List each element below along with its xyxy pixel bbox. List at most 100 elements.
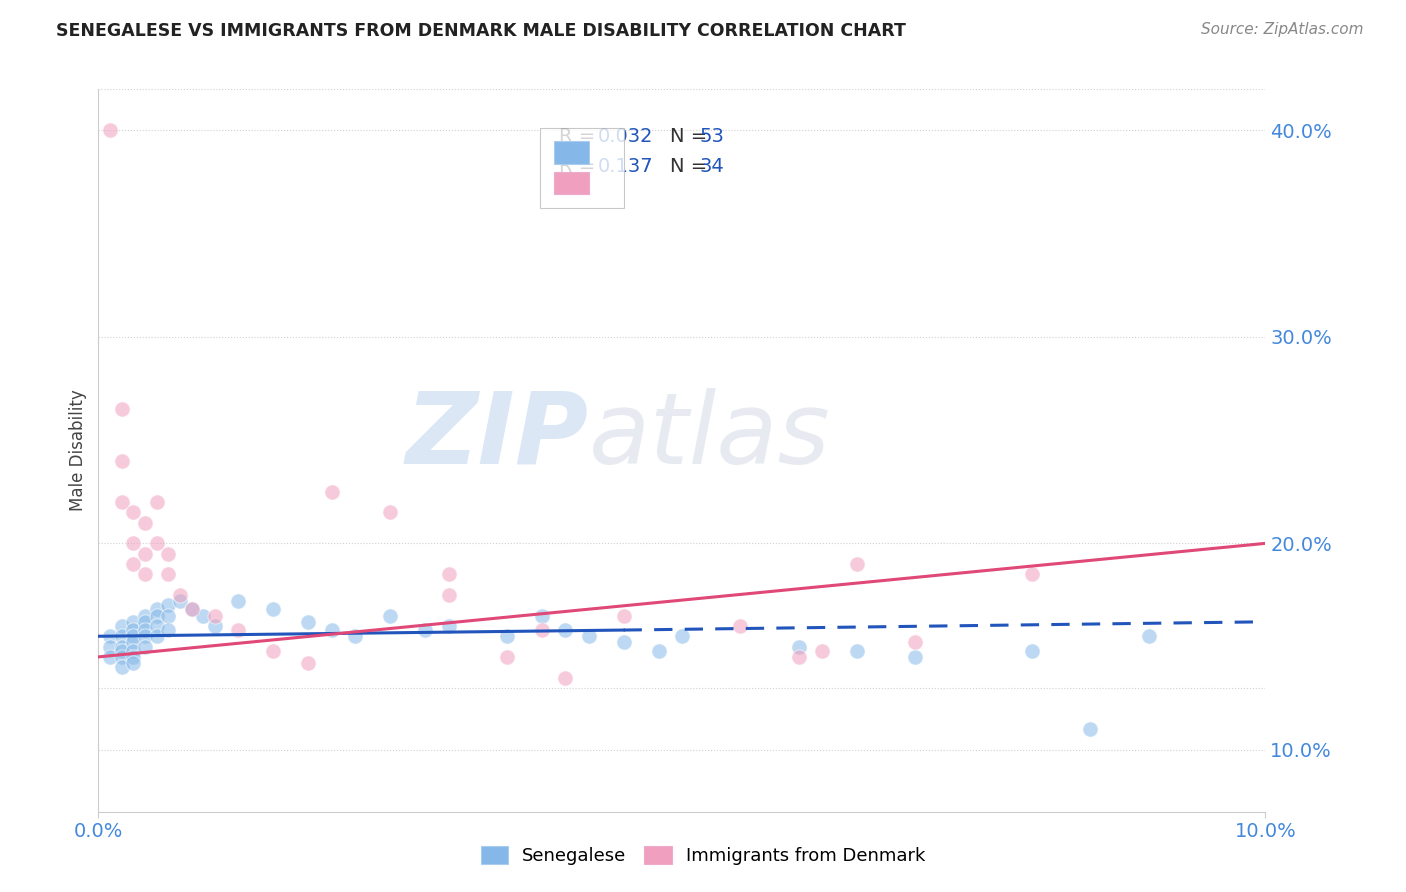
Point [344,629,367,643]
Point [297,656,319,670]
Point [98,123,121,137]
Point [1021,567,1043,582]
Point [157,608,180,623]
Point [122,615,145,629]
Point [146,536,169,550]
Point [578,629,600,643]
Point [647,643,669,657]
Point [496,629,519,643]
Point [134,608,156,623]
Point [134,640,156,654]
Legend: Senegalese, Immigrants from Denmark: Senegalese, Immigrants from Denmark [471,837,935,874]
Point [1137,629,1160,643]
Text: Source: ZipAtlas.com: Source: ZipAtlas.com [1201,22,1364,37]
Point [180,602,202,616]
Point [904,649,927,664]
Point [204,608,226,623]
Point [204,619,226,633]
Point [157,599,180,613]
Point [169,594,191,608]
Point [146,619,169,633]
Point [846,643,869,657]
Point [437,619,460,633]
Text: 34: 34 [699,157,724,176]
Point [496,649,519,664]
Point [146,495,169,509]
Point [262,602,284,616]
Point [98,649,121,664]
Point [321,623,343,637]
Point [193,608,215,623]
Point [612,635,634,649]
Point [98,640,121,654]
Point [122,505,145,519]
Legend:   ,   : , [540,128,624,208]
Point [169,588,191,602]
Point [671,629,693,643]
Point [111,629,134,643]
Point [228,623,250,637]
Point [111,495,134,509]
Text: SENEGALESE VS IMMIGRANTS FROM DENMARK MALE DISABILITY CORRELATION CHART: SENEGALESE VS IMMIGRANTS FROM DENMARK MA… [56,22,905,40]
Text: R =: R = [560,127,602,145]
Point [134,516,156,530]
Text: 0.032: 0.032 [598,127,654,145]
Point [730,619,752,633]
Point [228,594,250,608]
Point [1080,722,1102,736]
Point [297,615,319,629]
Text: 0.137: 0.137 [598,157,654,176]
Point [321,484,343,499]
Point [413,623,436,637]
Point [146,608,169,623]
Point [111,619,134,633]
Point [437,588,460,602]
Text: ZIP: ZIP [405,387,589,484]
Point [554,623,576,637]
Point [157,547,180,561]
Point [111,660,134,674]
Point [904,635,927,649]
Text: N =: N = [671,157,714,176]
Point [98,629,121,643]
Point [146,629,169,643]
Point [122,536,145,550]
Point [530,623,553,637]
Point [111,402,134,417]
Point [111,454,134,468]
Point [134,567,156,582]
Point [157,567,180,582]
Text: atlas: atlas [589,387,830,484]
Point [787,640,810,654]
Point [122,643,145,657]
Point [180,602,202,616]
Point [787,649,810,664]
Point [122,649,145,664]
Point [811,643,834,657]
Point [380,608,402,623]
Point [134,615,156,629]
Point [122,635,145,649]
Point [134,623,156,637]
Point [122,656,145,670]
Point [122,629,145,643]
Point [612,608,634,623]
Point [134,547,156,561]
Text: N =: N = [671,127,714,145]
Point [111,643,134,657]
Point [111,649,134,664]
Point [437,567,460,582]
Point [1021,643,1043,657]
Point [846,557,869,571]
Point [122,623,145,637]
Point [554,671,576,685]
Y-axis label: Male Disability: Male Disability [69,390,87,511]
Text: 53: 53 [699,127,724,145]
Point [111,640,134,654]
Point [146,602,169,616]
Point [157,623,180,637]
Text: R =: R = [560,157,602,176]
Point [380,505,402,519]
Point [134,629,156,643]
Point [122,557,145,571]
